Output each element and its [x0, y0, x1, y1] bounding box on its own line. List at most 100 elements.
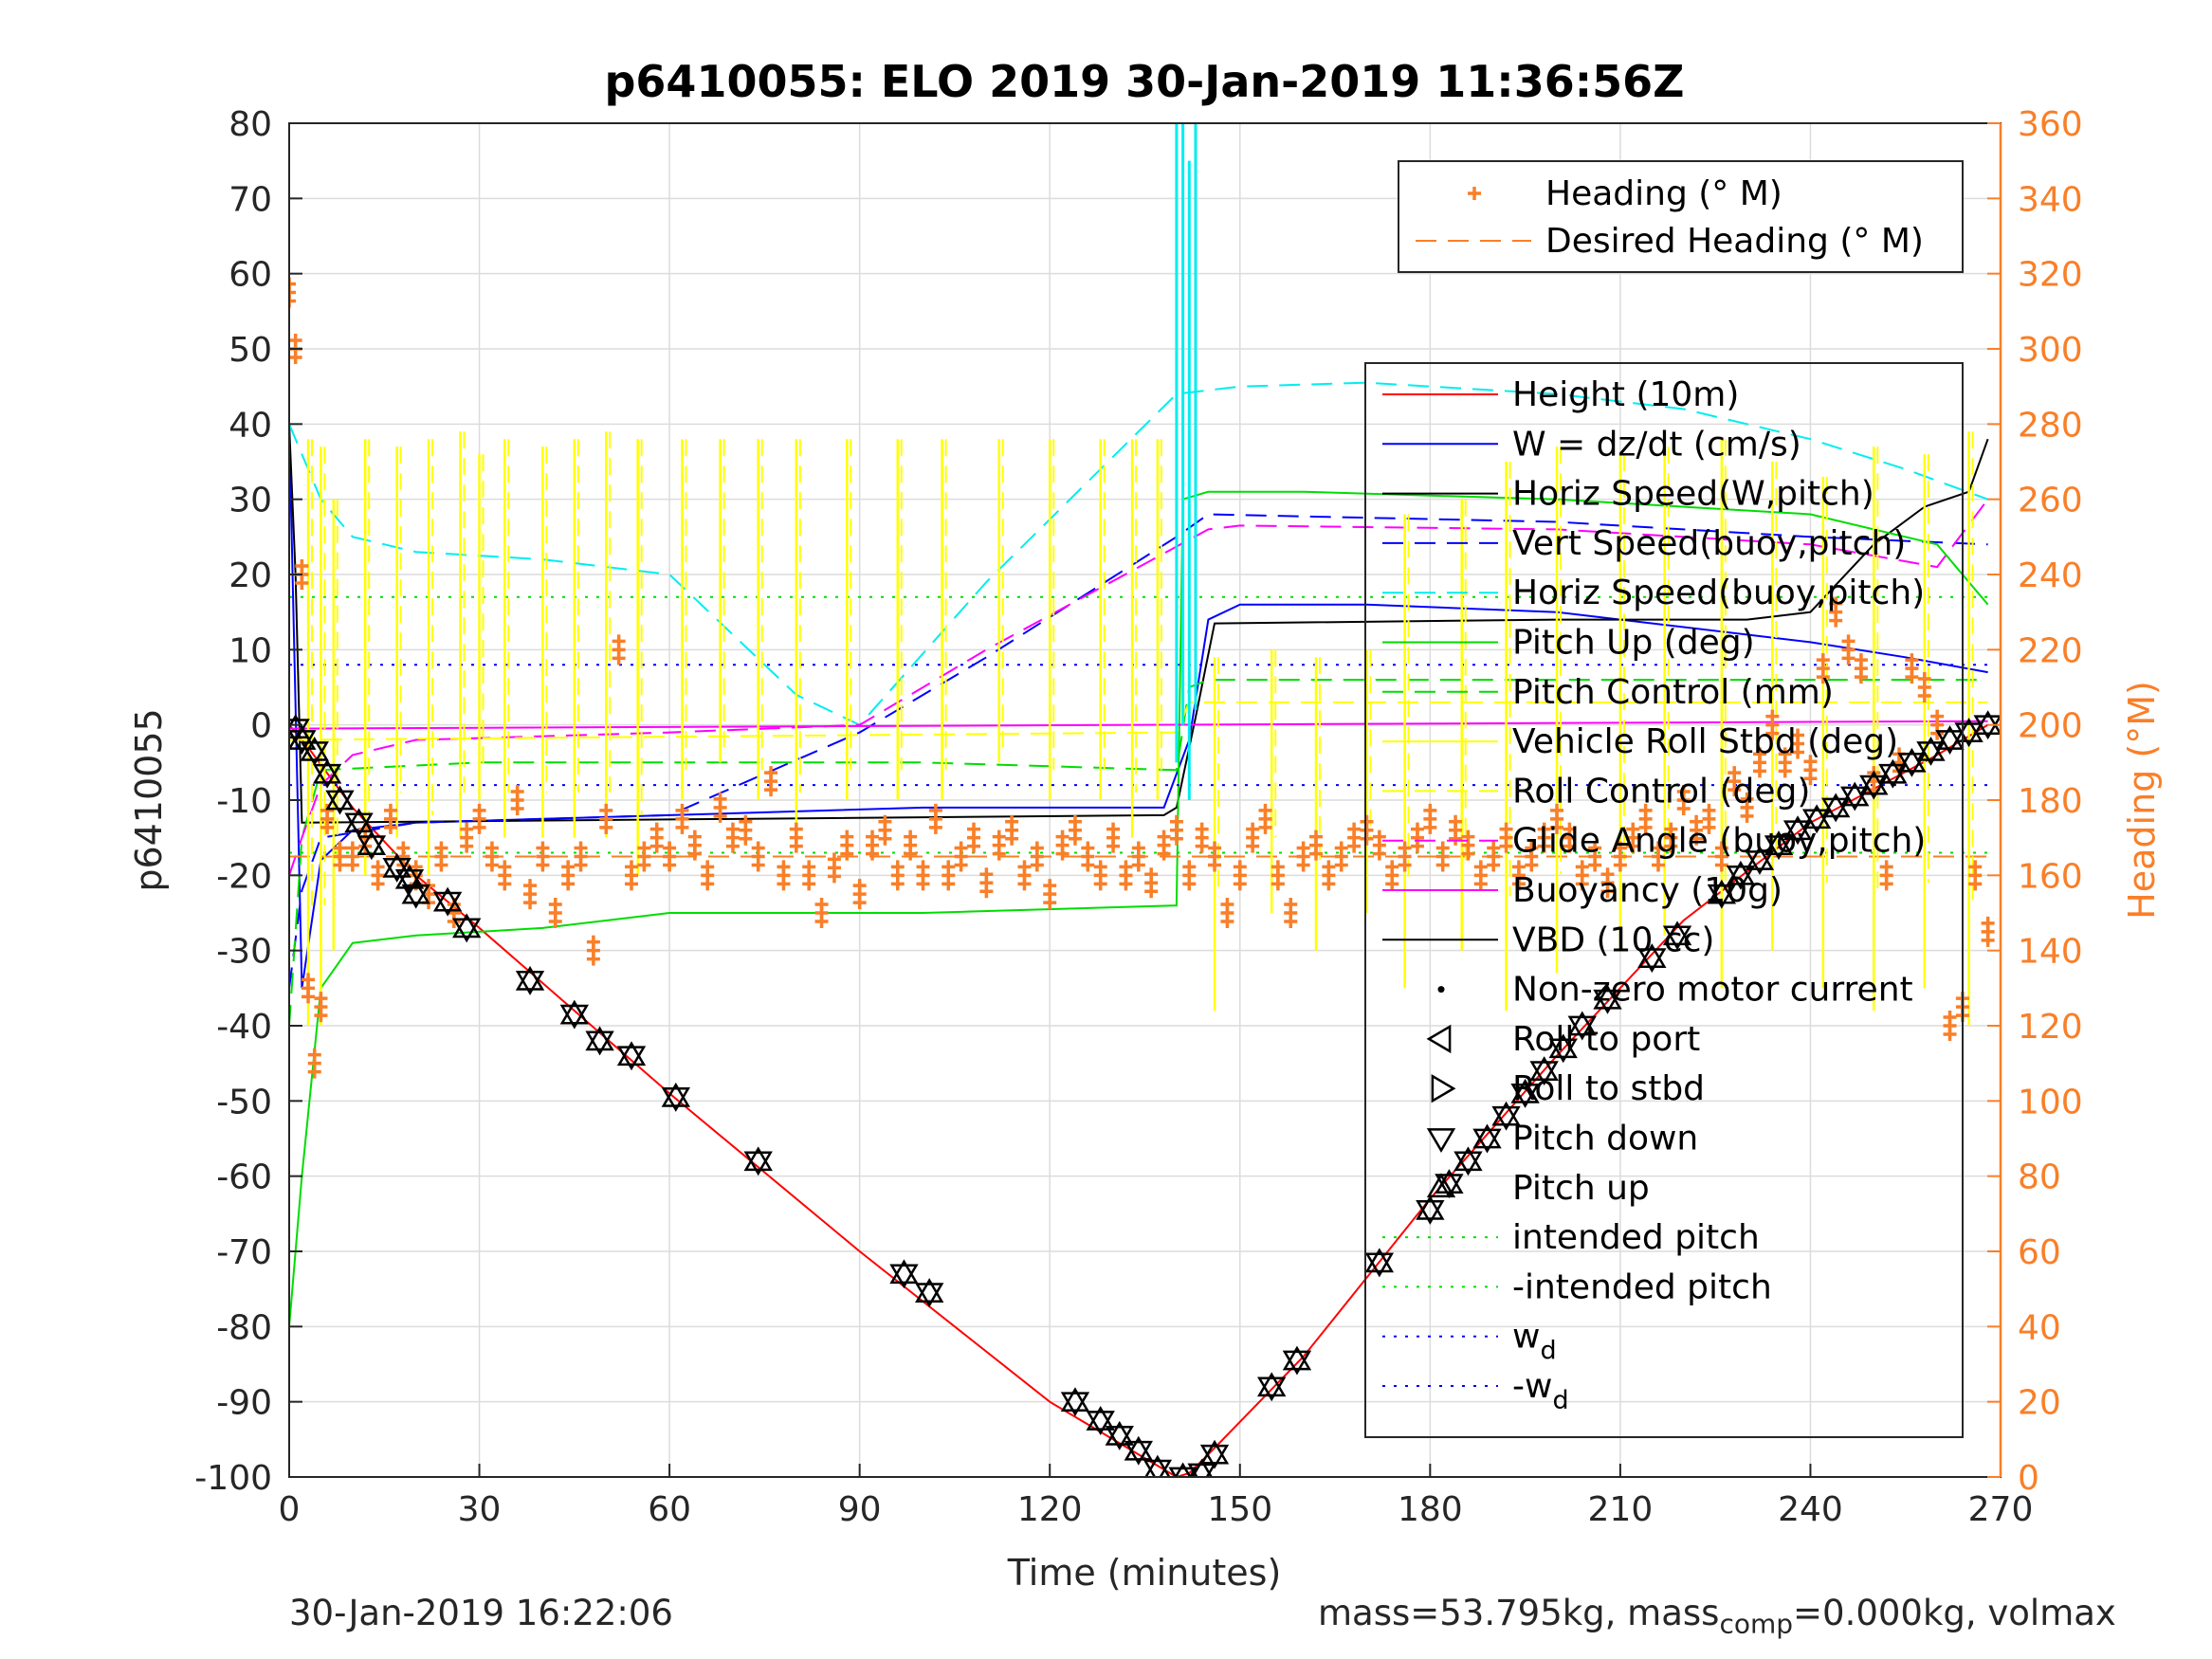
heading-marker: [1144, 884, 1159, 899]
pitch-down-marker: [401, 884, 430, 909]
pitch-down-marker: [585, 1030, 614, 1056]
footer-mass-prefix: mass=53.795kg, mass: [1318, 1593, 1720, 1633]
y-tick-label: 0: [250, 707, 272, 746]
heading-marker: [916, 877, 930, 891]
heading-marker: [1068, 831, 1082, 846]
series-line-buoyancy-10g-: [289, 720, 1988, 730]
series-line-horiz-speed-w-pitch-: [289, 424, 1989, 824]
y-tick-label: 50: [229, 331, 272, 370]
footer-mass-sub: comp: [1719, 1608, 1794, 1640]
main-legend-label: Pitch Control (mm): [1512, 673, 1834, 712]
axis-ticks: 0 30 60 90 120 150 180 210 240 270-100-90-80-70-6…: [194, 105, 2082, 1529]
footer-mass-suffix: =0.000kg, volmax: [1793, 1593, 2116, 1633]
heading-marker: [1385, 877, 1399, 891]
y2-tick-label: 360: [2018, 105, 2083, 144]
pitch-down-marker: [1840, 786, 1870, 811]
x-tick-label: 270: [1968, 1490, 2034, 1529]
heading-marker: [1841, 651, 1856, 665]
pitch-down-marker: [1801, 809, 1832, 834]
pitch-up-marker: [1199, 1439, 1230, 1465]
pitch-down-marker: [1435, 1174, 1464, 1199]
main-legend-label: Pitch up: [1512, 1169, 1650, 1208]
main-legend-label: intended pitch: [1512, 1218, 1760, 1257]
y2-tick-label: 160: [2018, 857, 2083, 896]
y-tick-label: -90: [216, 1384, 272, 1423]
main-legend-label: -intended pitch: [1512, 1267, 1772, 1306]
heading-marker: [1752, 764, 1766, 778]
heading-marker: [954, 858, 968, 872]
pitch-up-marker: [289, 725, 317, 750]
heading-marker: [1246, 839, 1260, 853]
heading-marker: [1968, 877, 1983, 891]
heading-marker: [472, 820, 486, 834]
heading-marker: [725, 839, 740, 853]
pitch-down-marker: [356, 835, 387, 861]
pitch-down-marker: [1897, 752, 1927, 777]
pitch-down-marker: [1416, 1200, 1445, 1225]
heading-marker: [1563, 839, 1577, 853]
heading-marker: [1943, 1028, 1957, 1041]
heading-marker: [333, 858, 347, 872]
heading-marker: [484, 858, 499, 872]
heading-marker: [599, 820, 613, 834]
pitch-up-marker: [1567, 1011, 1597, 1036]
heading-marker: [434, 858, 448, 872]
y-tick-label: -10: [216, 782, 272, 821]
heading-marker: [523, 896, 538, 910]
heading-marker: [289, 277, 296, 291]
pitch-down-marker: [325, 790, 355, 815]
heading-marker: [1233, 877, 1247, 891]
pitch-down-marker: [1143, 1459, 1173, 1477]
main-legend-label: Vert Speed(buoy,pitch): [1512, 524, 1906, 563]
heading-marker: [1360, 831, 1374, 846]
y2-tick-label: 120: [2018, 1008, 2083, 1047]
pitch-up-marker: [382, 852, 411, 878]
pitch-down-marker: [1472, 1128, 1502, 1154]
y-tick-label: -70: [216, 1233, 272, 1272]
heading-marker: [992, 847, 1006, 861]
y-tick-label: 20: [229, 556, 272, 595]
pitch-down-marker: [559, 1004, 590, 1030]
heading-marker: [586, 952, 600, 966]
pitch-up-marker: [300, 736, 329, 761]
x-tick-label: 30: [458, 1490, 502, 1529]
y2-tick-label: 320: [2018, 256, 2083, 295]
pitch-up-marker: [559, 999, 590, 1025]
series-line-vert-speed-buoy-pitch-: [289, 513, 1988, 989]
heading-marker: [289, 294, 296, 308]
y-tick-label: 70: [229, 180, 272, 219]
heading-marker: [383, 820, 397, 834]
main-legend-swatch-dot: [1437, 986, 1445, 994]
pitch-down-marker: [1491, 1105, 1521, 1131]
pitch-up-marker: [1364, 1248, 1395, 1273]
heading-marker: [447, 915, 461, 928]
pitch-up-marker: [1593, 984, 1622, 1010]
heading-marker: [713, 809, 727, 823]
heading-marker: [928, 820, 942, 834]
pitch-up-marker: [1257, 1372, 1287, 1397]
y-axis-label: p6410055: [128, 708, 170, 891]
main-legend-label: Vehicle Roll Stbd (deg): [1512, 722, 1898, 761]
y-tick-label: 30: [229, 482, 272, 520]
heading-marker: [1258, 820, 1272, 834]
main-legend-label: Buoyancy (10g): [1512, 871, 1782, 910]
heading-marker: [1195, 839, 1209, 853]
heading-marker: [625, 877, 638, 891]
y2-tick-label: 340: [2018, 180, 2083, 219]
pitch-up-marker: [915, 1278, 944, 1303]
heading-marker: [1791, 745, 1805, 759]
heading-marker: [814, 915, 829, 928]
heading-marker: [1879, 877, 1893, 891]
heading-marker: [852, 896, 867, 910]
heading-marker: [1511, 877, 1526, 891]
heading-marker: [1905, 670, 1919, 684]
pitch-down-marker: [300, 741, 329, 766]
pitch-up-marker: [1529, 1056, 1559, 1081]
x-tick-label: 90: [838, 1490, 882, 1529]
pitch-down-marker: [451, 918, 482, 943]
heading-marker: [1740, 809, 1754, 823]
main-legend-label: W = dz/dt (cm/s): [1512, 425, 1801, 464]
pitch-down-marker: [1593, 989, 1622, 1014]
heading-marker: [1322, 877, 1336, 891]
